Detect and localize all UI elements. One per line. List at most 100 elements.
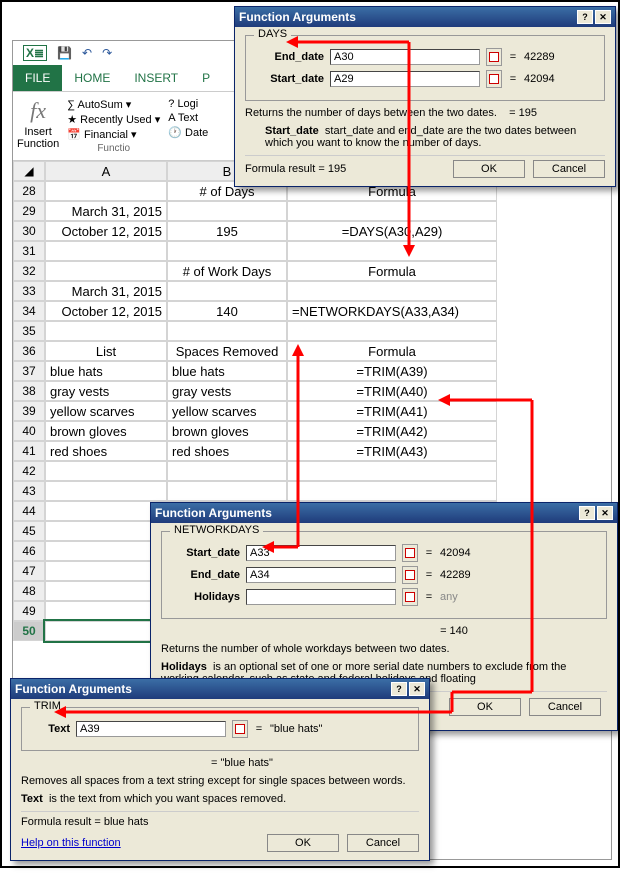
ref-select-icon[interactable] [486,48,502,66]
row-header[interactable]: 37 [13,361,45,381]
start-date-input[interactable] [246,545,396,561]
cell[interactable] [45,261,167,281]
cell[interactable]: brown gloves [45,421,167,441]
cell[interactable] [167,241,287,261]
text-button[interactable]: A Text [168,112,208,124]
row-header[interactable]: 49 [13,601,45,621]
help-icon[interactable]: ? [577,10,593,24]
cell[interactable] [167,481,287,501]
close-icon[interactable]: ✕ [597,506,613,520]
redo-icon[interactable]: ↷ [102,46,112,60]
cell[interactable] [287,281,497,301]
row-header[interactable]: 29 [13,201,45,221]
cell[interactable]: =DAYS(A30,A29) [287,221,497,241]
cell[interactable]: =TRIM(A42) [287,421,497,441]
cell[interactable]: blue hats [167,361,287,381]
end-date-input[interactable] [330,49,480,65]
cell[interactable] [45,181,167,201]
cell[interactable]: =TRIM(A41) [287,401,497,421]
cell[interactable] [287,461,497,481]
tab-insert[interactable]: INSERT [122,65,190,91]
cell[interactable] [45,501,167,521]
select-all-corner[interactable]: ◢ [13,161,45,181]
row-header[interactable]: 47 [13,561,45,581]
dialog-titlebar[interactable]: Function Arguments ?✕ [151,503,617,523]
help-icon[interactable]: ? [391,682,407,696]
financial-button[interactable]: 📅 Financial ▾ [67,128,160,141]
cell[interactable]: red shoes [45,441,167,461]
cell[interactable]: =TRIM(A40) [287,381,497,401]
cell[interactable]: 195 [167,221,287,241]
autosum-button[interactable]: ∑ AutoSum ▾ [67,98,160,111]
logical-button[interactable]: ? Logi [168,98,208,110]
row-header[interactable]: 38 [13,381,45,401]
col-header-a[interactable]: A [45,161,167,181]
start-date-input[interactable] [330,71,480,87]
row-header[interactable]: 36 [13,341,45,361]
cell[interactable] [167,201,287,221]
cell[interactable] [45,461,167,481]
cell[interactable]: yellow scarves [167,401,287,421]
ok-button[interactable]: OK [449,698,521,716]
row-header[interactable]: 42 [13,461,45,481]
tab-p[interactable]: P [190,65,222,91]
end-date-input[interactable] [246,567,396,583]
cell[interactable]: gray vests [167,381,287,401]
cell[interactable]: Formula [287,341,497,361]
cell[interactable]: brown gloves [167,421,287,441]
row-header[interactable]: 45 [13,521,45,541]
row-header[interactable]: 41 [13,441,45,461]
row-header[interactable]: 39 [13,401,45,421]
cell[interactable] [287,241,497,261]
dialog-titlebar[interactable]: Function Arguments ?✕ [11,679,429,699]
row-header[interactable]: 28 [13,181,45,201]
cell[interactable] [45,561,167,581]
ref-select-icon[interactable] [486,70,502,88]
cancel-button[interactable]: Cancel [533,160,605,178]
cell[interactable]: red shoes [167,441,287,461]
help-link[interactable]: Help on this function [21,837,121,849]
cell[interactable]: October 12, 2015 [45,221,167,241]
row-header[interactable]: 46 [13,541,45,561]
tab-file[interactable]: FILE [13,65,62,91]
text-input[interactable] [76,721,226,737]
cell[interactable] [45,621,167,641]
cell[interactable] [45,521,167,541]
cell[interactable]: =TRIM(A43) [287,441,497,461]
row-header[interactable]: 30 [13,221,45,241]
row-header[interactable]: 40 [13,421,45,441]
cell[interactable]: yellow scarves [45,401,167,421]
cell[interactable] [45,241,167,261]
cell[interactable] [45,321,167,341]
ref-select-icon[interactable] [402,544,418,562]
ok-button[interactable]: OK [453,160,525,178]
tab-home[interactable]: HOME [62,65,122,91]
ref-select-icon[interactable] [232,720,248,738]
row-header[interactable]: 48 [13,581,45,601]
cell[interactable]: March 31, 2015 [45,281,167,301]
cell[interactable] [45,481,167,501]
close-icon[interactable]: ✕ [409,682,425,696]
row-header[interactable]: 43 [13,481,45,501]
cell[interactable] [287,321,497,341]
cell[interactable] [287,481,497,501]
cell[interactable]: =TRIM(A39) [287,361,497,381]
cancel-button[interactable]: Cancel [529,698,601,716]
cell[interactable] [167,281,287,301]
cell[interactable]: gray vests [45,381,167,401]
cell[interactable]: 140 [167,301,287,321]
cell[interactable] [45,581,167,601]
undo-icon[interactable]: ↶ [82,46,92,60]
row-header[interactable]: 34 [13,301,45,321]
row-header[interactable]: 50 [13,621,45,641]
cell[interactable]: List [45,341,167,361]
cell[interactable] [287,201,497,221]
row-header[interactable]: 33 [13,281,45,301]
help-icon[interactable]: ? [579,506,595,520]
cell[interactable] [167,321,287,341]
cell[interactable]: =NETWORKDAYS(A33,A34) [287,301,497,321]
dialog-titlebar[interactable]: Function Arguments ?✕ [235,7,615,27]
ref-select-icon[interactable] [402,566,418,584]
recently-used-button[interactable]: ★ Recently Used ▾ [67,113,160,126]
ok-button[interactable]: OK [267,834,339,852]
